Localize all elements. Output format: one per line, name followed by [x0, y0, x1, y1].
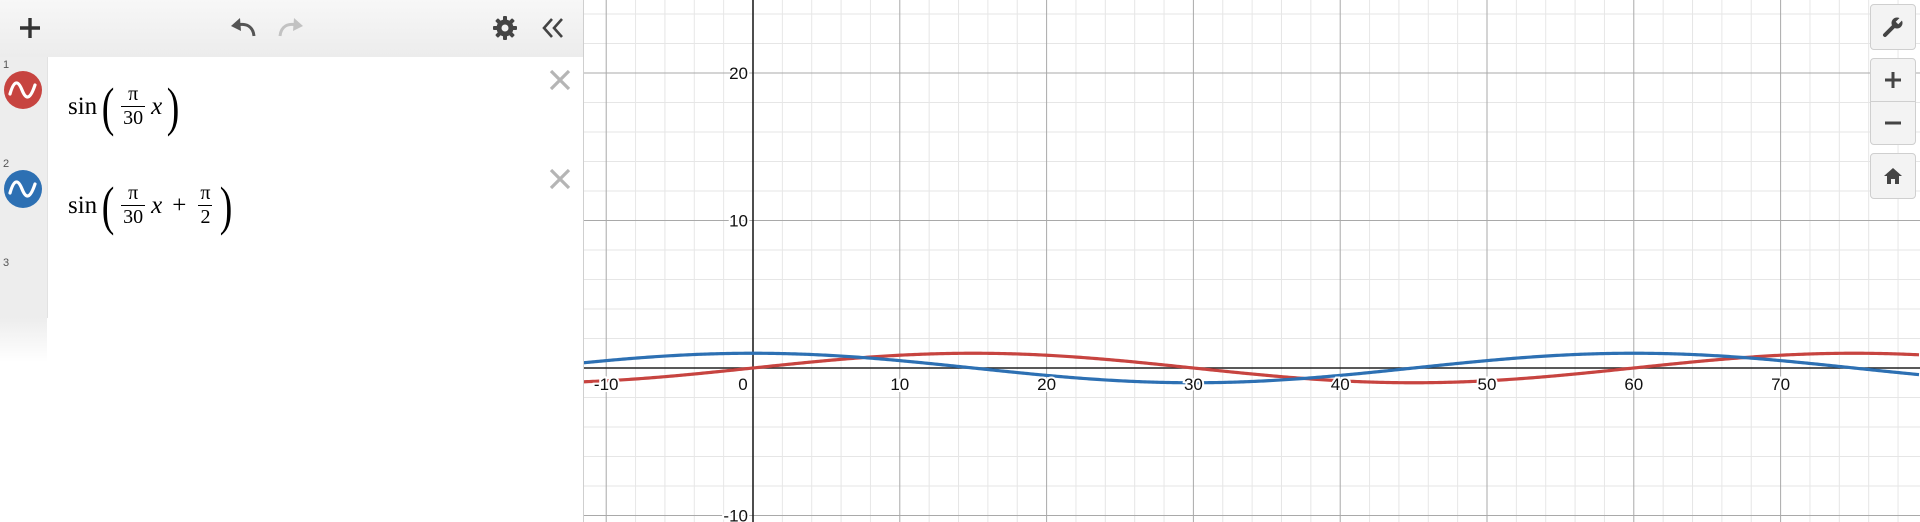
fraction: π 30 — [121, 182, 146, 228]
fraction-numerator: π — [200, 182, 211, 204]
variable: x — [151, 92, 163, 120]
zoom-in-button[interactable] — [1870, 58, 1916, 102]
y-tick-label: 10 — [729, 212, 748, 231]
undo-button[interactable] — [225, 10, 261, 46]
right-paren: ) — [219, 175, 232, 236]
fraction-denominator: 30 — [121, 106, 146, 129]
x-tick-label: 70 — [1771, 375, 1790, 394]
expression-row[interactable]: 2 sin ( π 30 x + π 2 ) — [0, 156, 583, 256]
expression-formula[interactable]: sin ( π 30 x + π 2 ) — [68, 156, 234, 255]
fraction-denominator: 30 — [121, 205, 146, 228]
expression-gutter: 2 — [0, 156, 48, 255]
red-sine-curve — [583, 351, 1920, 385]
function-name: sin — [68, 92, 98, 120]
expression-index: 3 — [3, 257, 10, 269]
x-tick-label: -10 — [594, 375, 619, 394]
expression-gutter: 1 — [0, 57, 48, 156]
delete-expression-button[interactable] — [545, 164, 575, 194]
expression-panel: 1 sin ( π 30 x ) 2 — [0, 0, 584, 522]
minus-icon — [1885, 121, 1901, 125]
graph-canvas[interactable]: -10 0 10 20 30 40 50 60 70 20 10 -10 — [583, 0, 1920, 522]
expression-toolbar — [0, 0, 583, 58]
gear-icon — [493, 16, 517, 40]
y-tick-label: -10 — [723, 507, 748, 522]
expression-gutter: 3 — [0, 255, 48, 318]
zoom-out-button[interactable] — [1870, 101, 1916, 145]
axes — [583, 0, 1920, 522]
collapse-panel-button[interactable] — [535, 10, 571, 46]
graph-settings-button[interactable] — [1870, 4, 1916, 50]
x-tick-label: 0 — [738, 375, 747, 394]
reset-view-button[interactable] — [1870, 153, 1916, 199]
left-paren: ( — [101, 175, 115, 236]
x-tick-label: 30 — [1184, 375, 1203, 394]
x-tick-label: 40 — [1331, 375, 1350, 394]
close-icon — [549, 69, 571, 91]
close-icon — [549, 168, 571, 190]
undo-icon — [231, 18, 256, 37]
tick-labels: -10 0 10 20 30 40 50 60 70 20 10 -10 — [592, 62, 1792, 522]
fraction-denominator: 2 — [198, 205, 213, 228]
settings-button[interactable] — [487, 10, 523, 46]
blue-sine-curve — [583, 351, 1920, 385]
fraction: π 30 — [121, 83, 146, 129]
x-tick-label: 50 — [1478, 375, 1497, 394]
plus-icon — [1885, 72, 1901, 88]
empty-expression-row[interactable]: 3 — [0, 255, 583, 318]
plus-operator: + — [172, 191, 187, 219]
fraction-numerator: π — [128, 182, 139, 204]
double-chevron-left-icon — [542, 18, 563, 38]
y-tick-label: 20 — [729, 64, 748, 83]
expression-index: 2 — [3, 158, 10, 170]
delete-expression-button[interactable] — [545, 65, 575, 95]
redo-button[interactable] — [273, 10, 309, 46]
fraction: π 2 — [198, 182, 213, 228]
home-icon — [1884, 168, 1902, 184]
add-expression-button[interactable] — [12, 10, 48, 46]
sine-wave-icon — [8, 180, 37, 198]
right-paren: ) — [166, 76, 180, 137]
function-curves — [583, 351, 1920, 385]
expression-index: 1 — [3, 59, 10, 71]
fraction-numerator: π — [128, 83, 139, 105]
redo-icon — [278, 18, 303, 37]
minor-gridlines — [583, 0, 1920, 522]
left-paren: ( — [101, 76, 115, 137]
major-gridlines — [583, 0, 1920, 522]
sine-wave-icon — [8, 81, 37, 99]
wrench-icon — [1883, 16, 1904, 37]
x-tick-label: 20 — [1037, 375, 1056, 394]
graph-color-toggle[interactable] — [4, 71, 42, 109]
graph-color-toggle[interactable] — [4, 170, 42, 208]
graph-svg[interactable]: -10 0 10 20 30 40 50 60 70 20 10 -10 — [583, 0, 1920, 522]
gutter-fade — [0, 318, 47, 362]
x-tick-label: 60 — [1624, 375, 1643, 394]
plus-icon — [20, 18, 40, 38]
expression-row[interactable]: 1 sin ( π 30 x ) — [0, 57, 583, 157]
expression-formula[interactable]: sin ( π 30 x ) — [68, 57, 182, 156]
function-name: sin — [68, 191, 98, 219]
x-tick-label: 10 — [890, 375, 909, 394]
variable: x — [151, 191, 163, 219]
